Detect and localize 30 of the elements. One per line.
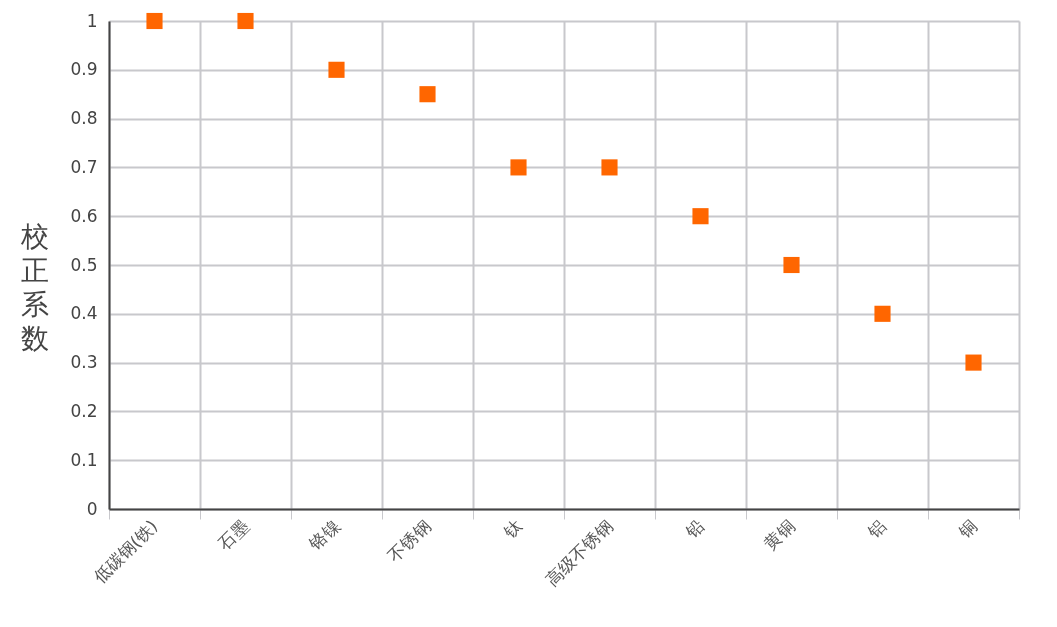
y-tick-label: 1 [86,10,98,31]
y-tick-label: 0.5 [70,254,98,275]
point [692,208,709,225]
y-tick-label: 0.8 [70,108,98,129]
point [146,12,163,30]
x-tick-label: 铜 [953,515,981,543]
y-tick-label: 0.6 [70,205,98,226]
y-tick-label: 0.3 [70,352,98,373]
x-tick-label: 铝 [862,515,890,543]
x-tick-label: 铬镍 [304,515,344,555]
point [874,305,891,322]
x-tick-label: 黄铜 [760,515,799,554]
y-axis-title: 校正系数 [19,219,49,355]
x-tick-label: 不锈钢 [384,515,435,566]
y-tick-label: 0.2 [70,400,98,421]
x-tick-label: 高级不锈钢 [542,515,617,590]
point [419,86,436,103]
point [328,61,345,78]
point [601,159,618,176]
point [510,159,527,176]
y-tick-label: 0.9 [70,59,98,80]
point [965,354,982,371]
y-tick-label: 0.4 [70,303,98,324]
point [237,12,254,30]
x-tick-label: 石墨 [214,515,253,554]
x-tick-label: 钛 [498,515,526,543]
point [783,256,800,274]
x-tick-label: 铅 [680,515,708,543]
y-tick-label: 0.1 [70,449,98,470]
y-tick-label: 0.7 [70,156,98,177]
